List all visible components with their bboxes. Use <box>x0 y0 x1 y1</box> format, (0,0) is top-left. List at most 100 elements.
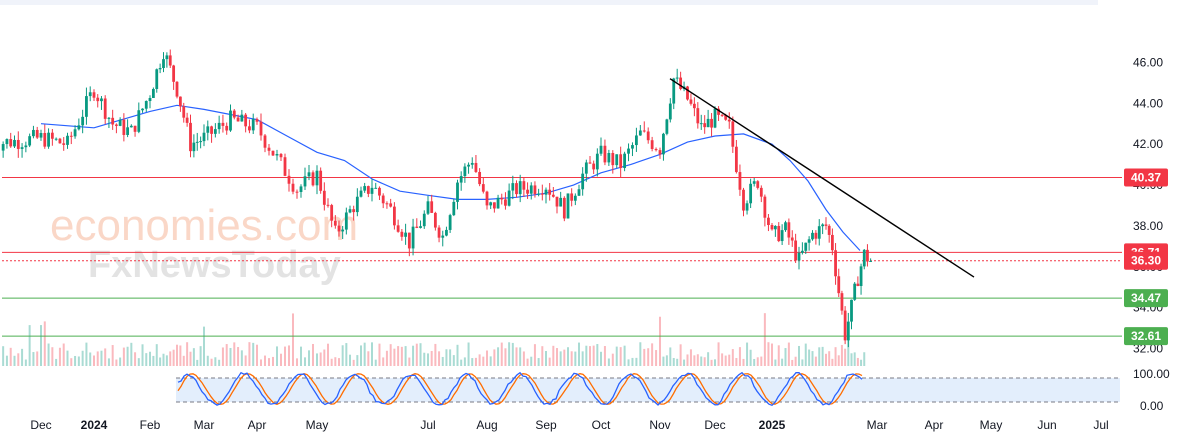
volume-bar <box>233 342 236 366</box>
volume-bar <box>814 356 817 366</box>
candle-body <box>474 162 478 172</box>
candle-body <box>846 321 850 341</box>
candle-body <box>592 163 596 170</box>
volume-bar <box>100 350 103 366</box>
volume-bar <box>672 358 675 366</box>
candle-body <box>100 98 103 102</box>
volume-bar <box>548 357 551 366</box>
candle-body <box>631 145 634 149</box>
volume-bar <box>686 354 689 366</box>
stochastic-k-line <box>177 371 863 407</box>
candle-body <box>118 119 122 126</box>
candle-body <box>679 77 683 89</box>
volume-bar <box>556 348 558 366</box>
watermark-brand-bottom: FxNewsToday <box>88 244 341 286</box>
volume-bar <box>172 349 175 366</box>
volume-bar <box>749 349 752 366</box>
volume-bar <box>385 350 388 366</box>
volume-bar <box>196 359 199 366</box>
volume-bar <box>639 342 642 366</box>
candle-body <box>869 260 873 262</box>
volume-bar <box>721 353 724 366</box>
volume-bar <box>89 352 92 366</box>
volume-bar <box>662 356 665 366</box>
stochastic-tick-label: 100.00 <box>1133 367 1170 381</box>
volume-bar <box>707 352 710 366</box>
candle-body <box>221 122 225 126</box>
candle-body <box>92 92 96 98</box>
candle-body <box>627 148 630 154</box>
candle-body <box>363 186 367 191</box>
candle-body <box>696 108 700 124</box>
time-tick-label: Oct <box>592 418 611 432</box>
candle-body <box>692 103 696 109</box>
candle-body <box>727 119 731 122</box>
volume-bar <box>592 345 595 366</box>
candle-body <box>780 230 784 242</box>
volume-bar <box>533 344 536 366</box>
volume-bar <box>276 346 278 366</box>
candle-body <box>426 201 430 214</box>
candle-body <box>217 122 221 130</box>
volume-bar <box>853 352 856 366</box>
volume-bar <box>844 348 847 366</box>
candle-body <box>81 116 85 126</box>
time-tick-label: Jun <box>1037 418 1056 432</box>
volume-bar <box>497 347 500 366</box>
volume-bar <box>615 346 618 366</box>
volume-bar <box>798 345 800 366</box>
candle-body <box>807 239 811 243</box>
volume-bar <box>460 359 463 366</box>
volume-bar <box>412 345 415 366</box>
volume-bar <box>349 354 351 366</box>
candle-body <box>489 202 493 206</box>
candle-body <box>511 183 515 191</box>
volume-bar <box>62 343 65 366</box>
candle-body <box>642 130 646 132</box>
candle-body <box>251 119 255 131</box>
candle-body <box>54 138 58 140</box>
volume-bar <box>218 359 221 366</box>
volume-bar <box>530 356 533 366</box>
candle-body <box>172 65 176 82</box>
candle-body <box>581 173 585 190</box>
candle-body <box>275 154 279 156</box>
candle-body <box>646 131 650 141</box>
candle-body <box>155 69 159 89</box>
volume-bar <box>356 355 359 366</box>
candle-body <box>675 77 679 79</box>
volume-bar <box>643 348 646 366</box>
candle-body <box>295 191 299 193</box>
volume-bar <box>141 344 144 366</box>
candle-body <box>824 224 828 226</box>
volume-bar <box>341 345 344 366</box>
volume-bar <box>352 359 355 366</box>
time-axis[interactable]: Dec 2024 Feb Mar Apr May Jul Aug Sep Oct Nov Dec 202… <box>30 418 1108 432</box>
candle-body <box>713 108 717 128</box>
watermark: economies.com FxNewsToday <box>50 201 358 286</box>
candle-body <box>717 108 720 115</box>
candle-body <box>115 124 118 126</box>
volume-bar <box>134 352 137 366</box>
candle-body <box>77 125 81 130</box>
candle-body <box>507 190 511 206</box>
volume-bar <box>327 343 329 366</box>
volume-bar <box>683 359 686 366</box>
candle-body <box>738 172 742 190</box>
candle-body <box>533 185 537 195</box>
candle-body <box>777 225 781 242</box>
volume-bar <box>863 352 866 366</box>
volume-bar <box>130 342 133 366</box>
candle-body <box>5 139 9 145</box>
volume-bar <box>635 357 638 366</box>
candle-body <box>859 266 863 286</box>
candle-body <box>307 172 311 177</box>
volume-bar <box>96 351 99 366</box>
candle-body <box>210 126 213 134</box>
candle-body <box>840 293 844 311</box>
candle-body <box>834 250 837 277</box>
volume-bar <box>9 347 12 366</box>
candle-body <box>452 201 456 216</box>
